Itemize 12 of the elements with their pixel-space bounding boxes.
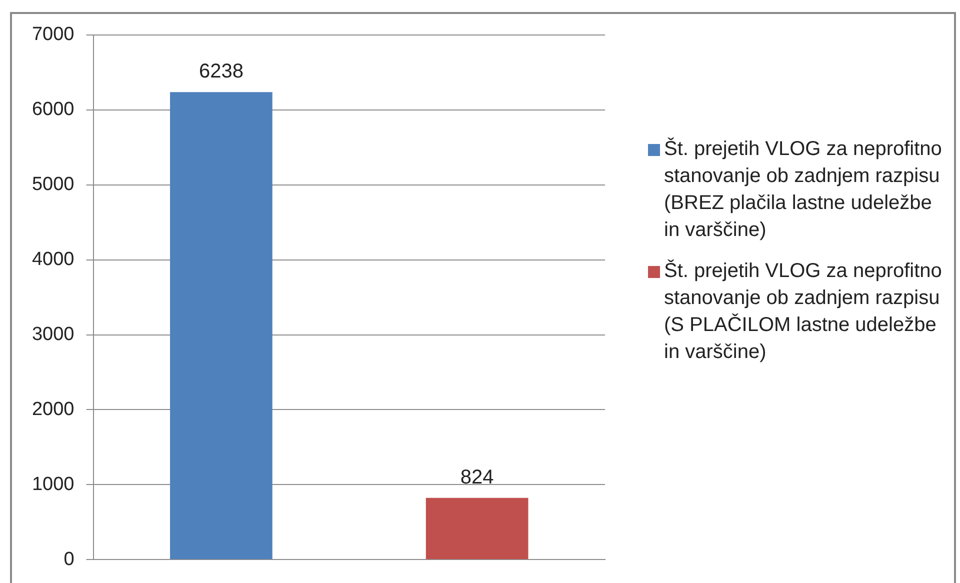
y-tick-label: 1000: [32, 474, 74, 495]
legend-label: Št. prejetih VLOG za neprofitno stanovanje ob zadnjem razpisu (BREZ plačila lastne udeležbe in varščine): [664, 136, 943, 243]
data-label: 6238: [198, 60, 244, 83]
y-tick-label: 3000: [32, 324, 74, 346]
y-tick-label: 6000: [32, 99, 74, 120]
y-tick-label: 4000: [32, 249, 74, 270]
y-tick-label: 2000: [32, 398, 74, 420]
y-tick-label: 5000: [32, 174, 74, 196]
legend-label: Št. prejetih VLOG za neprofitno stanovanje ob zadnjem razpisu (S PLAČILOM lastne udeležbe in varščine): [664, 258, 943, 365]
data-label: 824: [460, 466, 494, 488]
y-tick-label: 0: [64, 548, 74, 570]
y-tick-label: 7000: [32, 24, 74, 46]
